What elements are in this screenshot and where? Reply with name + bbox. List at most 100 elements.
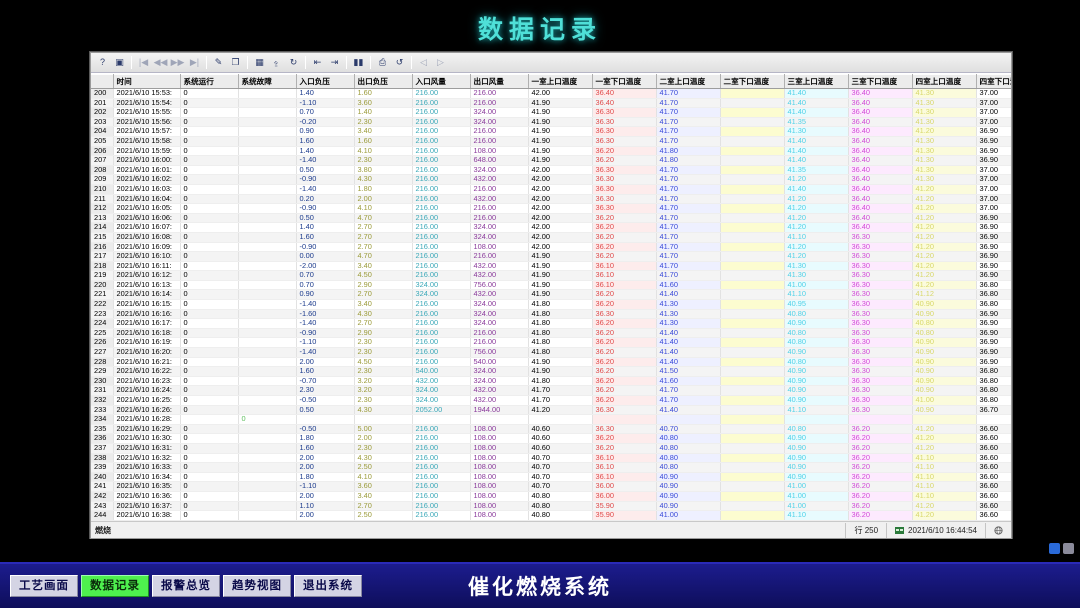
cell-t2d[interactable] [720, 155, 785, 166]
cell-t3d[interactable]: 36.20 [848, 491, 913, 502]
help-icon[interactable]: ? [99, 57, 105, 67]
cell-t2d[interactable] [720, 462, 785, 473]
cell-inp[interactable]: -0.90 [296, 203, 355, 214]
cell-t3u[interactable]: 40.80 [784, 424, 849, 435]
cell-outf[interactable]: 216.00 [470, 337, 529, 349]
cell-outp[interactable]: 3.40 [354, 126, 413, 137]
cell-t4d[interactable]: 36.60 [976, 472, 1011, 483]
cell-run[interactable]: 0 [180, 98, 239, 109]
cell-t4u[interactable]: 41.30 [912, 117, 977, 128]
cell-t4d[interactable]: 36.90 [976, 222, 1011, 233]
cell-outf[interactable]: 216.00 [470, 213, 529, 224]
cell-t3u[interactable]: 41.35 [784, 165, 849, 176]
cell-inf[interactable]: 216.00 [412, 194, 471, 205]
cell-inf[interactable]: 540.00 [412, 366, 471, 377]
cell-t1u[interactable]: 40.70 [528, 453, 593, 464]
cell-inp[interactable]: -0.70 [296, 376, 355, 387]
cell-inf[interactable]: 216.00 [412, 222, 471, 233]
cell-outp[interactable]: 2.70 [354, 232, 413, 243]
cell-inp[interactable]: 1.60 [296, 443, 355, 454]
cell-inf[interactable]: 216.00 [412, 88, 471, 99]
cell-inp[interactable]: 0.50 [296, 165, 355, 176]
cell-outp[interactable]: 1.60 [354, 136, 413, 147]
cell-inf[interactable]: 216.00 [412, 107, 471, 118]
cell-t3d[interactable]: 36.30 [848, 242, 913, 253]
cell-inp[interactable]: 0.70 [296, 270, 355, 281]
table-row[interactable]: 227 2021/6/10 16:20: 0 -1.40 2.30 216.00 756.0… [91, 347, 1011, 358]
cell-outf[interactable]: 216.00 [470, 520, 529, 521]
cell-fault[interactable] [238, 376, 297, 387]
cell-t3u[interactable]: 41.30 [784, 261, 849, 272]
cell-t4d[interactable]: 36.90 [976, 347, 1011, 358]
row-index-cell[interactable]: 218 [91, 261, 114, 272]
cell-inp[interactable] [296, 414, 355, 425]
cell-t1d[interactable]: 36.30 [592, 194, 657, 205]
cell-run[interactable]: 0 [180, 520, 239, 521]
cell-inf[interactable]: 216.00 [412, 261, 471, 272]
cell-fault[interactable] [238, 424, 297, 435]
cell-run[interactable]: 0 [180, 424, 239, 435]
cell-t3d[interactable]: 36.40 [848, 107, 913, 118]
grid-col-header-run[interactable]: 系统运行 [180, 74, 239, 89]
row-index-cell[interactable]: 232 [91, 395, 114, 406]
cell-t1u[interactable]: 41.70 [528, 385, 593, 396]
cell-outf[interactable]: 108.00 [470, 491, 529, 502]
cell-t2u[interactable]: 41.40 [656, 347, 721, 358]
row-index-cell[interactable]: 239 [91, 462, 114, 473]
cell-inf[interactable]: 216.00 [412, 251, 471, 262]
cell-fault[interactable] [238, 510, 297, 521]
cell-inf[interactable]: 216.00 [412, 510, 471, 521]
cell-outp[interactable]: 2.30 [354, 366, 413, 377]
cell-inp[interactable]: 2.00 [296, 462, 355, 473]
cell-t3u[interactable]: 41.10 [784, 232, 849, 243]
cell-outp[interactable]: 2.30 [354, 337, 413, 349]
table-row[interactable]: 223 2021/6/10 16:16: 0 -1.60 4.30 216.00 324.0… [91, 309, 1011, 320]
cell-time[interactable]: 2021/6/10 16:18: [113, 328, 181, 339]
cell-run[interactable]: 0 [180, 443, 239, 454]
row-index-cell[interactable]: 205 [91, 136, 114, 147]
table-row[interactable]: 213 2021/6/10 16:06: 0 0.50 4.70 216.00 216.00… [91, 213, 1011, 224]
row-index-cell[interactable]: 204 [91, 126, 114, 137]
cell-t3u[interactable]: 40.90 [784, 318, 849, 329]
cell-t1d[interactable]: 36.20 [592, 347, 657, 358]
cell-outp[interactable]: 2.30 [354, 395, 413, 406]
cell-outp[interactable]: 4.30 [354, 309, 413, 320]
cell-fault[interactable] [238, 136, 297, 147]
table-row[interactable]: 241 2021/6/10 16:35: 0 -1.10 3.60 216.00 108.0… [91, 481, 1011, 492]
cell-t1d[interactable]: 36.40 [592, 98, 657, 109]
cell-t4d[interactable]: 36.90 [976, 126, 1011, 137]
cell-t4u[interactable]: 41.20 [912, 194, 977, 205]
cell-fault[interactable] [238, 366, 297, 377]
cell-t1u[interactable]: 41.90 [528, 136, 593, 147]
cell-outp[interactable]: 4.70 [354, 251, 413, 262]
cell-outp[interactable]: 5.00 [354, 424, 413, 435]
cell-t3u[interactable]: 40.90 [784, 395, 849, 406]
cell-time[interactable]: 2021/6/10 16:25: [113, 395, 181, 406]
cell-t2u[interactable]: 41.70 [656, 261, 721, 272]
table-row[interactable]: 221 2021/6/10 16:14: 0 0.90 2.70 324.00 432.00… [91, 289, 1011, 301]
cell-t2u[interactable]: 41.70 [656, 251, 721, 262]
row-index-cell[interactable]: 231 [91, 385, 114, 396]
cell-fault[interactable] [238, 98, 297, 109]
cell-outf[interactable]: 216.00 [470, 98, 529, 109]
cell-run[interactable]: 0 [180, 165, 239, 176]
table-row[interactable]: 230 2021/6/10 16:23: 0 -0.70 3.20 432.00 324.0… [91, 376, 1011, 387]
cell-t4u[interactable]: 41.20 [912, 433, 977, 444]
table-row[interactable]: 222 2021/6/10 16:15: 0 -1.40 3.40 216.00 324.0… [91, 299, 1011, 310]
grid-col-header-t4u[interactable]: 四室上口温度 [912, 74, 977, 89]
cell-inp[interactable]: -0.90 [296, 242, 355, 253]
cell-t2u[interactable]: 41.40 [656, 357, 721, 368]
cell-inf[interactable]: 216.00 [412, 424, 471, 435]
cell-t2d[interactable] [720, 309, 785, 320]
cell-fault[interactable] [238, 472, 297, 483]
cell-t1d[interactable]: 36.20 [592, 328, 657, 339]
cell-outf[interactable]: 108.00 [470, 443, 529, 454]
cell-outf[interactable]: 324.00 [470, 366, 529, 377]
cell-inp[interactable]: -1.40 [296, 318, 355, 329]
cell-t2u[interactable]: 41.70 [656, 136, 721, 147]
table-row[interactable]: 240 2021/6/10 16:34: 0 1.80 4.10 216.00 108.00… [91, 472, 1011, 483]
row-index-cell[interactable]: 242 [91, 491, 114, 502]
cell-t3d[interactable]: 36.30 [848, 328, 913, 339]
cell-outp[interactable]: 3.20 [354, 520, 413, 521]
cell-inf[interactable]: 216.00 [412, 481, 471, 492]
